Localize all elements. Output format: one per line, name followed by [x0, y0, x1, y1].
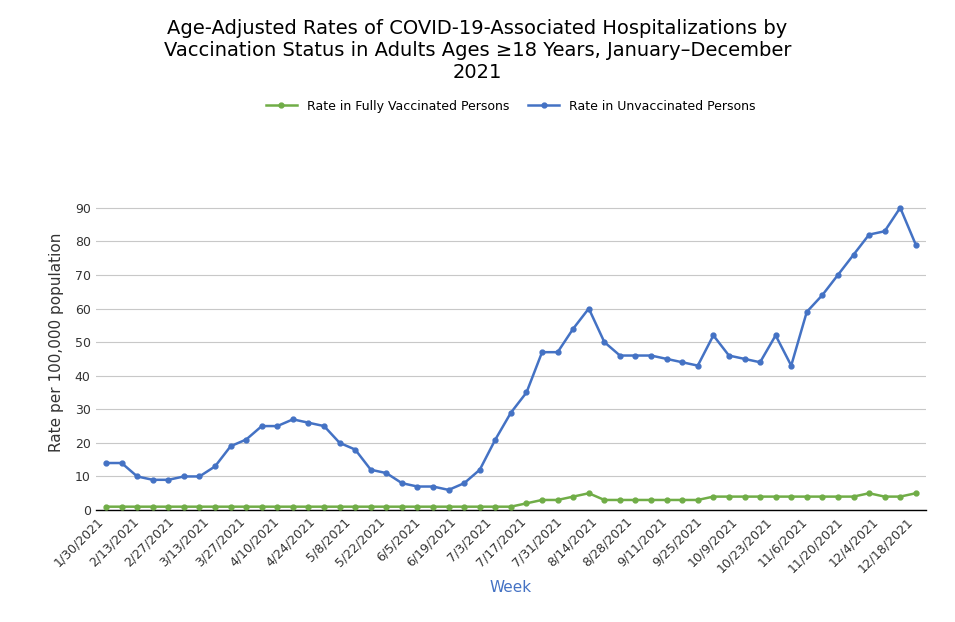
- Rate in Unvaccinated Persons: [910, 241, 922, 248]
- Legend: Rate in Fully Vaccinated Persons, Rate in Unvaccinated Persons: Rate in Fully Vaccinated Persons, Rate i…: [265, 100, 756, 113]
- Rate in Unvaccinated Persons: [739, 355, 751, 363]
- Y-axis label: Rate per 100,000 population: Rate per 100,000 population: [49, 233, 64, 452]
- Line: Rate in Unvaccinated Persons: Rate in Unvaccinated Persons: [104, 205, 918, 493]
- Rate in Fully Vaccinated Persons: [739, 493, 751, 500]
- Line: Rate in Fully Vaccinated Persons: Rate in Fully Vaccinated Persons: [104, 491, 918, 509]
- Rate in Unvaccinated Persons: [599, 338, 610, 346]
- Rate in Fully Vaccinated Persons: [629, 496, 641, 504]
- Rate in Unvaccinated Persons: [318, 422, 329, 430]
- Rate in Unvaccinated Persons: [895, 204, 906, 211]
- Rate in Fully Vaccinated Persons: [318, 503, 329, 511]
- Rate in Unvaccinated Persons: [584, 305, 595, 312]
- Rate in Fully Vaccinated Persons: [599, 496, 610, 504]
- Rate in Fully Vaccinated Persons: [100, 503, 112, 511]
- Rate in Fully Vaccinated Persons: [910, 490, 922, 497]
- Rate in Fully Vaccinated Persons: [584, 490, 595, 497]
- Rate in Fully Vaccinated Persons: [832, 493, 843, 500]
- Rate in Unvaccinated Persons: [100, 459, 112, 466]
- Text: Age-Adjusted Rates of COVID-19-Associated Hospitalizations by
Vaccination Status: Age-Adjusted Rates of COVID-19-Associate…: [163, 19, 792, 81]
- Rate in Unvaccinated Persons: [443, 486, 455, 494]
- X-axis label: Week: Week: [490, 580, 532, 595]
- Rate in Unvaccinated Persons: [646, 352, 657, 360]
- Rate in Fully Vaccinated Persons: [567, 493, 579, 500]
- Rate in Unvaccinated Persons: [629, 352, 641, 360]
